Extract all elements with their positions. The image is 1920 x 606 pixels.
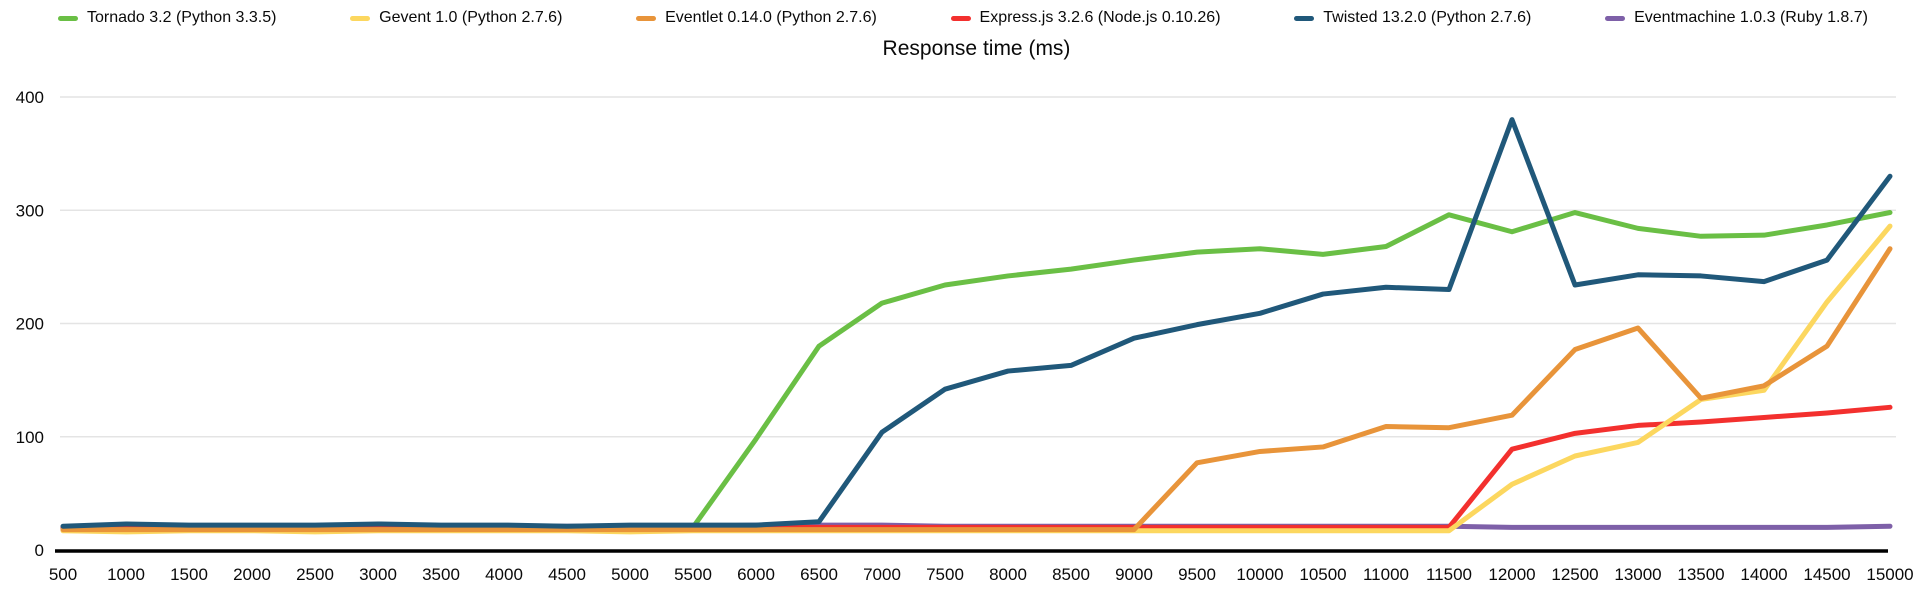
legend-swatch-icon [636, 15, 657, 21]
y-tick-label: 200 [16, 315, 44, 334]
legend-swatch-icon [58, 15, 78, 21]
legend-item-tornado-3-2-python-3-3-5: Tornado 3.2 (Python 3.3.5) [58, 9, 276, 27]
x-tick-label: 13500 [1677, 565, 1724, 584]
x-tick-label: 6500 [800, 565, 838, 584]
x-tick-label: 15000 [1866, 565, 1913, 584]
chart-title: Response time (ms) [882, 37, 1071, 60]
x-tick-label: 8000 [989, 565, 1027, 584]
y-tick-label: 400 [16, 88, 44, 107]
x-tick-label: 11500 [1426, 565, 1472, 584]
x-tick-label: 10000 [1236, 565, 1283, 584]
x-tick-label: 5500 [674, 565, 712, 584]
x-tick-label: 3500 [422, 565, 460, 584]
x-tick-label: 11000 [1363, 565, 1409, 584]
x-tick-label: 7500 [926, 565, 964, 584]
series-line-twisted-13-2-0-python-2-7-6 [60, 117, 1893, 529]
legend-swatch-icon [1605, 15, 1626, 21]
legend-item-express-js-3-2-6-node-js-0-10-26: Express.js 3.2.6 (Node.js 0.10.26) [950, 9, 1221, 27]
legend-swatch-icon [350, 15, 371, 21]
y-tick-label: 0 [35, 541, 44, 560]
legend-swatch-icon [1294, 15, 1315, 21]
x-tick-label: 9000 [1115, 565, 1153, 584]
x-tick-label: 5000 [611, 565, 649, 584]
x-tick-label: 12000 [1488, 565, 1535, 584]
x-tick-label: 13000 [1614, 565, 1661, 584]
legend-label: Tornado 3.2 (Python 3.3.5) [87, 9, 277, 26]
legend-label: Eventmachine 1.0.3 (Ruby 1.8.7) [1634, 9, 1868, 26]
x-tick-label: 1500 [170, 565, 208, 584]
series-line-eventlet-0-14-0-python-2-7-6 [60, 246, 1893, 533]
series-line-tornado-3-2-python-3-3-5 [60, 210, 1893, 531]
x-tick-label: 1000 [107, 565, 145, 584]
x-tick-label: 14500 [1803, 565, 1850, 584]
x-tick-label: 3000 [359, 565, 397, 584]
x-tick-label: 4000 [485, 565, 523, 584]
legend-item-twisted-13-2-0-python-2-7-6: Twisted 13.2.0 (Python 2.7.6) [1294, 9, 1531, 27]
x-tick-label: 12500 [1551, 565, 1598, 584]
x-tick-label: 4500 [548, 565, 586, 584]
legend-label: Eventlet 0.14.0 (Python 2.7.6) [665, 9, 877, 26]
legend-label: Twisted 13.2.0 (Python 2.7.6) [1323, 9, 1532, 26]
series-line-express-js-3-2-6-node-js-0-10-26 [60, 404, 1893, 530]
x-tick-label: 500 [49, 565, 77, 584]
x-tick-label: 2500 [296, 565, 334, 584]
legend-item-gevent-1-0-python-2-7-6: Gevent 1.0 (Python 2.7.6) [350, 9, 562, 27]
x-tick-label: 8500 [1052, 565, 1090, 584]
legend-item-eventlet-0-14-0-python-2-7-6: Eventlet 0.14.0 (Python 2.7.6) [636, 9, 877, 27]
legend-label: Express.js 3.2.6 (Node.js 0.10.26) [979, 9, 1221, 26]
x-tick-label: 9500 [1178, 565, 1216, 584]
x-tick-label: 2000 [233, 565, 271, 584]
x-tick-label: 6000 [737, 565, 775, 584]
chart-legend: Tornado 3.2 (Python 3.3.5) Gevent 1.0 (Py… [58, 9, 1868, 27]
y-tick-label: 300 [16, 201, 44, 220]
x-tick-label: 7000 [863, 565, 901, 584]
x-tick-label: 10500 [1299, 565, 1346, 584]
y-tick-label: 100 [16, 428, 44, 447]
legend-label: Gevent 1.0 (Python 2.7.6) [379, 9, 563, 26]
legend-item-eventmachine-1-0-3-ruby-1-8-7: Eventmachine 1.0.3 (Ruby 1.8.7) [1605, 9, 1868, 27]
legend-swatch-icon [950, 15, 971, 21]
x-tick-label: 14000 [1740, 565, 1787, 584]
